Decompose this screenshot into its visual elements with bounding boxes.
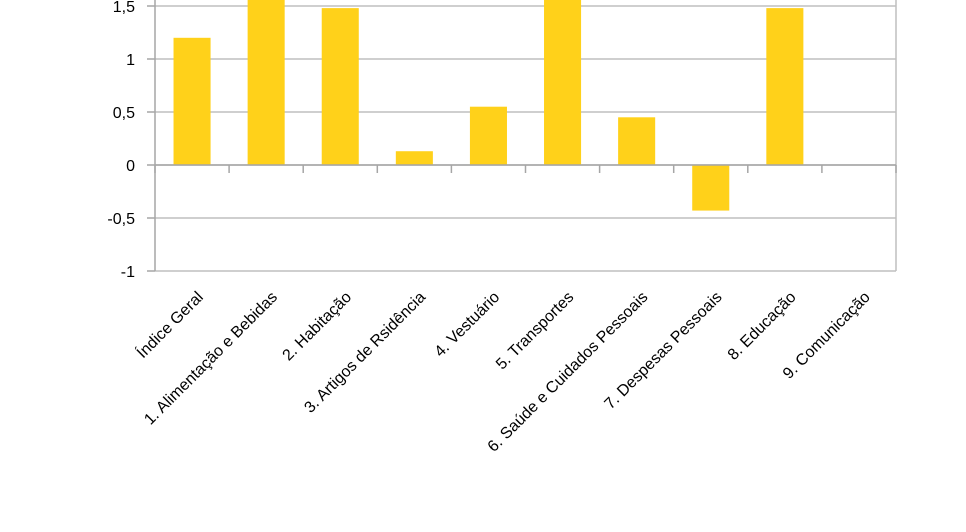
category-label: Índice Geral xyxy=(132,287,206,361)
y-tick-label: -1 xyxy=(121,264,135,281)
bar xyxy=(321,8,359,166)
category-label: 1. Alimentação e Bebidas xyxy=(141,289,281,429)
bar xyxy=(395,151,433,165)
bar xyxy=(469,106,507,165)
category-label: 6. Saúde e Cuidados Pessoais xyxy=(485,289,652,456)
category-label: 2. Habitação xyxy=(280,289,356,365)
bar xyxy=(618,117,656,165)
bars xyxy=(173,0,804,211)
bar xyxy=(247,0,285,166)
category-label: 4. Vestuário xyxy=(432,289,504,361)
category-label: 8. Educação xyxy=(725,289,800,364)
y-tick-label: 0,5 xyxy=(113,105,135,122)
y-tick-label: 0 xyxy=(126,158,135,175)
bar xyxy=(692,165,730,211)
y-tick-label: 1 xyxy=(126,52,135,69)
y-tick-labels: -1 -0,5 0 0,5 1 1,5 xyxy=(107,0,135,281)
bar xyxy=(173,37,211,165)
bar xyxy=(544,0,582,166)
axes xyxy=(147,0,897,272)
category-label: 3. Artigos de Rsidência xyxy=(301,289,429,417)
category-label: 5. Transportes xyxy=(493,289,577,373)
y-tick-label: 1,5 xyxy=(113,0,135,16)
bar xyxy=(766,8,804,166)
y-tick-label: -0,5 xyxy=(107,211,135,228)
